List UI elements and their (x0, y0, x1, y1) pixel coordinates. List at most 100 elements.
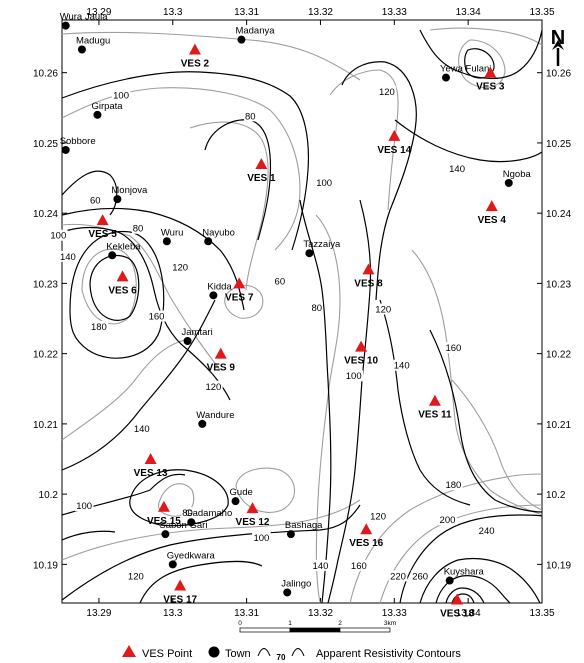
contour-line (315, 214, 341, 604)
ves-label: VES 16 (349, 538, 383, 549)
contour-label-bg (314, 177, 334, 189)
contour-label-bg (126, 570, 146, 582)
contour-line (61, 71, 310, 251)
contour-line (419, 29, 543, 80)
ves-marker (451, 593, 464, 605)
ves-markers: VES 1 VES 2 VES 3 VES 4 VES 5 VES 6 VES 7 VES 8… (88, 43, 507, 619)
contour-label: 120 (370, 512, 386, 523)
contour-label: 180 (445, 480, 461, 491)
map-frame (61, 19, 543, 604)
town-marker (108, 251, 117, 260)
legend-contour-value: 70 (277, 653, 286, 662)
town-label: Monjova (111, 185, 148, 196)
contour-label-bg (252, 531, 271, 543)
town-label: Madanya (235, 26, 275, 37)
town-marker (113, 195, 122, 204)
ves-label: VES 2 (181, 59, 210, 70)
x-tick-label-bottom: 13.32 (308, 608, 333, 619)
contour-line (458, 39, 506, 89)
contour-label: 80 (133, 224, 144, 235)
legend-contour-label: Apparent Resistivity Contours (316, 648, 461, 660)
town-label: Wura Jaula (60, 12, 109, 23)
town-label: Gadamaho (185, 508, 232, 519)
contour-label-bg (204, 380, 223, 392)
x-tick-label-bottom: 13.34 (456, 608, 481, 619)
x-tick-label-top: 13.32 (308, 7, 333, 18)
contour-label-bg (438, 514, 457, 526)
contour-line (429, 27, 543, 46)
contour-label: 120 (205, 382, 221, 393)
y-tick-label-right: 10.22 (546, 350, 571, 361)
town-marker (187, 518, 196, 527)
town-label: Kuyshara (444, 567, 485, 578)
contour-label-bg (181, 507, 194, 519)
contour-line (329, 69, 399, 211)
contour-line (61, 207, 245, 311)
ves-marker (174, 579, 187, 591)
y-tick-label-left: 10.26 (33, 69, 58, 80)
town-legend-icon (208, 646, 220, 658)
contour-label: 160 (445, 343, 461, 354)
ves-label: VES 4 (478, 215, 507, 226)
contour-label-bg (131, 222, 145, 234)
town-marker (93, 110, 102, 119)
town-label: Jamtari (182, 327, 213, 338)
town-marker (286, 530, 295, 539)
y-tick-label-right: 10.2 (546, 490, 566, 501)
legend-town-label: Town (225, 648, 251, 660)
axis-ticks: 13.29 13.29 13.3 13.3 13.31 13.31 13.32 13.32 13… (33, 7, 571, 619)
contour-line (379, 299, 471, 506)
contour-label: 140 (449, 164, 465, 175)
ves-marker (484, 66, 497, 78)
legend-ves-label: VES Point (142, 648, 192, 660)
scale-bar: 0 1 2 3km (238, 620, 396, 633)
ves-label: VES 1 (247, 173, 276, 184)
town-label: Sabon Gari (159, 520, 207, 531)
contour-label-bg (89, 321, 109, 333)
y-tick-label-left: 10.24 (33, 209, 58, 220)
contour-label: 100 (113, 90, 129, 101)
ves-marker (96, 214, 109, 226)
contour-label: 140 (134, 424, 150, 435)
ves-marker (116, 270, 129, 282)
contour-line (399, 514, 543, 604)
town-label: Gude (230, 487, 253, 498)
y-tick-label-left: 10.2 (39, 490, 59, 501)
contour-label-bg (244, 110, 257, 122)
contour-line (464, 48, 495, 79)
contour-line (61, 170, 118, 216)
contour-line (61, 504, 361, 601)
contour-line (61, 299, 216, 471)
town-marker (283, 588, 292, 597)
ves-label: VES 3 (476, 82, 505, 93)
town-marker (237, 35, 246, 44)
ves-marker (144, 453, 157, 465)
contour-label: 120 (128, 571, 144, 582)
contour-label: 100 (346, 371, 362, 382)
contour-line (204, 119, 272, 241)
ves-label: VES 6 (108, 285, 137, 296)
town-marker (61, 145, 70, 154)
town-marker (161, 530, 170, 539)
contour-line (299, 199, 332, 604)
contour-label: 100 (253, 533, 269, 544)
contour-label-bg (377, 85, 397, 97)
y-tick-label-left: 10.25 (33, 139, 58, 150)
contour-label-bg (392, 359, 411, 371)
x-tick-label-top: 13.31 (234, 7, 259, 18)
y-tick-label-right: 10.24 (546, 209, 571, 220)
contour-label-bg (170, 261, 190, 273)
contour-label: 60 (275, 276, 286, 287)
town-label: Ngoba (503, 169, 532, 180)
ves-label: VES 14 (377, 145, 411, 156)
town-marker (442, 73, 450, 82)
y-tick-label-right: 10.23 (546, 279, 571, 290)
contour-line (451, 379, 543, 511)
town-marker (183, 337, 192, 346)
ves-marker (362, 263, 375, 275)
contour-line (445, 587, 485, 604)
town-label: Kekleba (106, 241, 141, 252)
town-label: Yewa Fulani (440, 64, 491, 75)
contour-label-bg (349, 559, 369, 571)
contour-line (394, 119, 543, 163)
